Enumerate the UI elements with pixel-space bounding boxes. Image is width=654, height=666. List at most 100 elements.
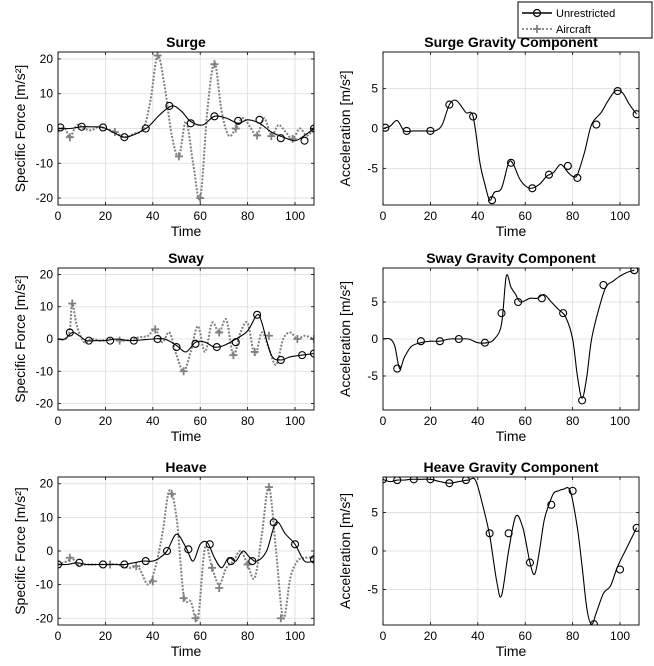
data-marker-unrestricted: [578, 396, 587, 405]
series-line-unrestricted: [58, 313, 314, 361]
y-tick-label: -20: [36, 191, 54, 205]
data-marker-unrestricted: [248, 557, 257, 566]
chart-panel-0: 0 20 40 60 80 100 -20 -10 0 10 20 Surge Time Specific…: [12, 34, 315, 239]
data-marker-aircraft: [65, 133, 74, 142]
x-tick-label: 100: [610, 629, 630, 643]
data-marker-unrestricted: [485, 529, 494, 538]
x-tick-label: 0: [55, 414, 62, 428]
data-marker-unrestricted: [309, 124, 314, 133]
data-marker-aircraft: [229, 351, 238, 360]
data-marker-unrestricted: [454, 334, 463, 344]
data-marker-unrestricted: [461, 477, 471, 485]
data-marker-unrestricted: [141, 124, 150, 133]
y-tick-label: 10: [40, 300, 54, 314]
data-marker-aircraft: [115, 336, 124, 345]
y-tick-label: 0: [371, 332, 378, 346]
x-tick-label: 80: [241, 414, 255, 428]
data-marker-unrestricted: [65, 328, 74, 337]
data-marker-unrestricted: [276, 355, 285, 365]
x-tick-label: 100: [610, 414, 630, 428]
x-tick-label: 0: [55, 209, 62, 223]
x-tick-label: 0: [55, 629, 62, 643]
data-marker-unrestricted: [172, 343, 181, 352]
x-tick-label: 100: [610, 209, 630, 223]
y-tick-label: -20: [36, 611, 54, 625]
data-marker-aircraft: [153, 52, 162, 60]
data-marker-aircraft: [293, 335, 302, 343]
y-tick-label: 0: [371, 122, 378, 136]
x-tick-label: 20: [424, 414, 438, 428]
x-tick-label: 80: [566, 414, 580, 428]
data-marker-unrestricted: [58, 123, 65, 132]
data-marker-unrestricted: [191, 339, 200, 348]
x-tick-label: 40: [471, 629, 485, 643]
x-tick-label: 60: [519, 209, 533, 223]
x-tick-label: 80: [566, 629, 580, 643]
data-marker-aircraft: [276, 614, 285, 623]
chart-title: Sway: [168, 250, 204, 266]
data-marker-unrestricted: [630, 268, 639, 275]
data-marker-unrestricted: [547, 500, 556, 509]
y-tick-label: 20: [40, 267, 54, 281]
data-marker-unrestricted: [402, 126, 411, 135]
data-marker-unrestricted: [589, 620, 599, 625]
series-line-unrestricted: [383, 269, 635, 399]
y-tick-label: -5: [367, 583, 378, 597]
x-tick-label: 60: [194, 629, 208, 643]
y-tick-label: 5: [371, 295, 378, 309]
data-marker-unrestricted: [514, 297, 523, 307]
data-marker-unrestricted: [234, 116, 243, 125]
series-line-unrestricted: [383, 477, 638, 625]
data-marker-aircraft: [215, 584, 224, 592]
data-marker-unrestricted: [269, 518, 278, 527]
data-marker-unrestricted: [480, 338, 489, 347]
data-marker-unrestricted: [231, 338, 240, 347]
data-marker-unrestricted: [537, 294, 546, 303]
data-marker-unrestricted: [120, 133, 129, 142]
data-marker-unrestricted: [544, 170, 553, 179]
y-tick-label: 5: [371, 82, 378, 96]
data-marker-unrestricted: [504, 529, 513, 538]
y-tick-label: -20: [36, 397, 54, 411]
x-tick-label: 20: [99, 629, 113, 643]
chart-panel-2: 0 20 40 60 80 100 -20 -10 0 10 20 Sway Time Specific …: [12, 250, 315, 444]
data-marker-unrestricted: [409, 477, 418, 484]
data-marker-unrestricted: [528, 184, 537, 193]
x-tick-label: 0: [380, 414, 387, 428]
data-marker-unrestricted: [300, 136, 309, 145]
data-marker-unrestricted: [632, 110, 639, 119]
data-marker-unrestricted: [445, 479, 454, 488]
data-marker-aircraft: [267, 132, 276, 141]
data-marker-unrestricted: [276, 134, 285, 143]
data-marker-unrestricted: [559, 309, 568, 318]
series-line-unrestricted: [58, 105, 314, 142]
chart-title: Surge: [166, 34, 206, 50]
data-marker-unrestricted: [613, 86, 622, 96]
x-axis-label: Time: [171, 643, 202, 659]
y-tick-label: 0: [46, 332, 53, 346]
x-tick-label: 20: [99, 209, 113, 223]
x-tick-label: 100: [285, 629, 305, 643]
y-axis-label: Acceleration [m/s²]: [337, 281, 353, 397]
data-marker-unrestricted: [184, 545, 193, 554]
data-marker-aircraft: [132, 562, 141, 571]
data-marker-unrestricted: [98, 123, 108, 132]
data-marker-unrestricted: [383, 477, 388, 484]
y-axis-label: Acceleration [m/s²]: [337, 493, 353, 609]
y-axis-label: Specific Force [m/s²]: [12, 487, 28, 615]
x-tick-label: 20: [424, 209, 438, 223]
x-tick-label: 80: [241, 209, 255, 223]
y-tick-label: -5: [367, 161, 378, 175]
data-marker-unrestricted: [77, 122, 86, 131]
x-tick-label: 100: [285, 209, 305, 223]
data-marker-aircraft: [253, 131, 262, 140]
y-tick-label: 10: [40, 510, 54, 524]
x-tick-label: 40: [146, 209, 160, 223]
data-marker-unrestricted: [75, 558, 84, 567]
plot-content: [58, 299, 314, 376]
data-marker-unrestricted: [212, 343, 221, 352]
data-marker-unrestricted: [497, 309, 506, 318]
plot-content: [58, 483, 314, 623]
x-tick-label: 60: [194, 209, 208, 223]
